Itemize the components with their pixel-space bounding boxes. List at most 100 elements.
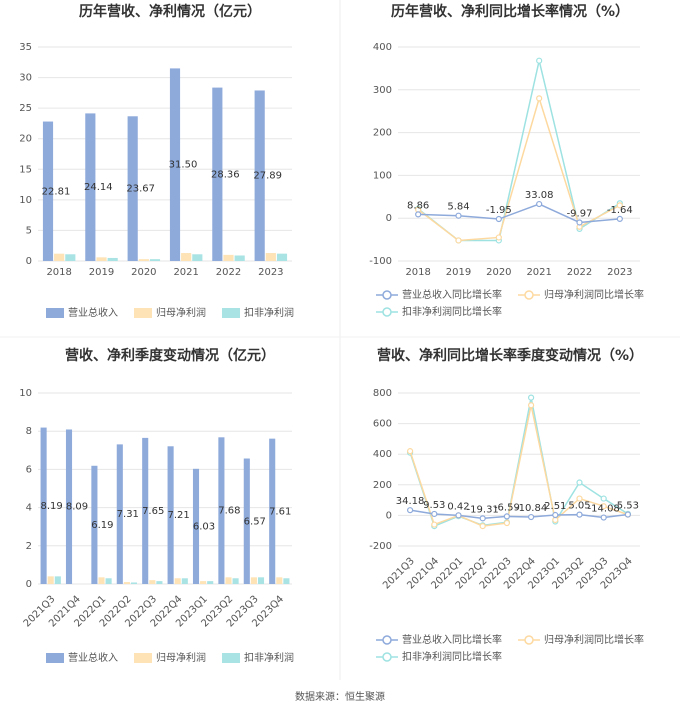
bar: [65, 254, 76, 261]
point: [431, 521, 438, 528]
bar: [156, 581, 163, 584]
legend-label: 归母净利润: [156, 306, 206, 319]
y-tick-label: 4: [26, 503, 32, 514]
chart-title: 营收、净利季度变动情况（亿元）: [65, 347, 275, 364]
legend-item: 扣非净利润: [222, 651, 294, 664]
y-tick-label: -100: [369, 256, 392, 267]
data-label: -14.08: [588, 504, 620, 515]
y-tick-label: 25: [19, 103, 32, 114]
bar: [130, 582, 138, 584]
point: [455, 212, 462, 219]
bar: [91, 465, 98, 584]
bar: [250, 577, 257, 584]
bar: [167, 446, 174, 584]
legend-item: 扣非净利润: [222, 306, 294, 319]
data-label: 23.67: [126, 184, 155, 195]
y-tick-label: 10: [19, 388, 32, 399]
point: [536, 95, 543, 102]
point: [616, 215, 623, 223]
x-tick-label: 2023: [258, 267, 283, 278]
legend-item: 扣非净利润同比增长率: [376, 305, 502, 318]
bar: [116, 444, 123, 584]
bar: [200, 581, 207, 584]
y-tick-label: 200: [373, 480, 392, 491]
data-label: 7.21: [167, 510, 189, 521]
bar: [42, 121, 54, 261]
bar: [269, 438, 276, 584]
legend-label: 归母净利润同比增长率: [544, 633, 644, 646]
bar: [142, 437, 149, 584]
data-label: -10.84: [515, 503, 547, 514]
data-label: 8.09: [66, 502, 88, 513]
source-note: 数据来源：恒生聚源: [295, 690, 385, 703]
point: [503, 519, 510, 527]
data-label: 22.81: [42, 186, 71, 197]
point: [479, 515, 486, 522]
data-label: 8.86: [407, 200, 429, 211]
legend-item: 归母净利润同比增长率: [518, 288, 644, 301]
point: [495, 215, 502, 223]
x-tick-label: 2021: [173, 267, 198, 278]
point: [576, 479, 583, 486]
x-tick-label: 2018: [405, 267, 430, 278]
x-tick-label: 2021: [526, 267, 551, 278]
y-tick-label: 0: [26, 579, 32, 590]
point: [503, 513, 510, 520]
point: [479, 523, 486, 530]
legend-swatch: [46, 653, 64, 663]
legend-label: 扣非净利润同比增长率: [402, 305, 502, 318]
legend-item: 归母净利润: [134, 651, 206, 664]
x-tick-label: 2019: [89, 267, 114, 278]
data-label: 9.53: [423, 500, 445, 511]
data-label: 7.65: [142, 506, 164, 517]
legend-item: 营业总收入: [46, 306, 118, 319]
y-tick-label: 10: [19, 195, 32, 206]
legend-item: 扣非净利润同比增长率: [376, 650, 502, 663]
bar: [243, 458, 250, 584]
point: [407, 507, 414, 514]
bar: [105, 578, 112, 584]
legend-swatch: [134, 308, 152, 318]
legend-item: 归母净利润: [134, 306, 206, 319]
legend-swatch: [524, 290, 534, 300]
chart-title: 历年营收、净利同比增长率情况（%）: [391, 3, 629, 20]
legend-label: 扣非净利润: [244, 306, 294, 319]
y-tick-label: 30: [19, 73, 32, 84]
data-label: 28.36: [211, 169, 240, 180]
point: [455, 237, 462, 244]
legend-label: 归母净利润同比增长率: [544, 288, 644, 301]
data-label: -1.64: [607, 205, 633, 216]
legend-swatch: [382, 652, 392, 662]
bar: [65, 429, 73, 584]
y-tick-label: 8: [26, 426, 32, 437]
y-tick-label: 800: [373, 388, 392, 399]
bar: [234, 255, 245, 261]
data-label: 7.61: [269, 506, 291, 517]
legend-label: 扣非净利润同比增长率: [402, 650, 502, 663]
legend-label: 营业总收入同比增长率: [402, 288, 502, 301]
y-tick-label: 600: [373, 419, 392, 430]
y-tick-label: 5: [26, 225, 32, 236]
line: [409, 405, 629, 527]
y-tick-label: 35: [19, 42, 32, 53]
point: [527, 394, 535, 401]
data-label: 24.14: [84, 182, 113, 193]
y-tick-label: -200: [369, 541, 392, 552]
data-label: -1.95: [486, 205, 512, 216]
point: [600, 495, 607, 502]
bar: [47, 576, 54, 584]
legend-label: 扣非净利润: [244, 651, 294, 664]
bar: [276, 253, 288, 261]
data-label: 6.19: [91, 520, 113, 531]
data-label: 33.08: [525, 190, 554, 201]
legend-label: 归母净利润: [156, 651, 206, 664]
legend-swatch: [222, 653, 240, 663]
bar: [149, 580, 156, 584]
y-tick-label: 2: [26, 541, 32, 552]
data-label: 7.31: [117, 509, 139, 520]
point: [536, 57, 543, 64]
bar: [212, 87, 223, 262]
legend-item: 归母净利润同比增长率: [518, 633, 644, 646]
bar: [40, 427, 47, 584]
y-tick-label: 0: [26, 256, 32, 267]
